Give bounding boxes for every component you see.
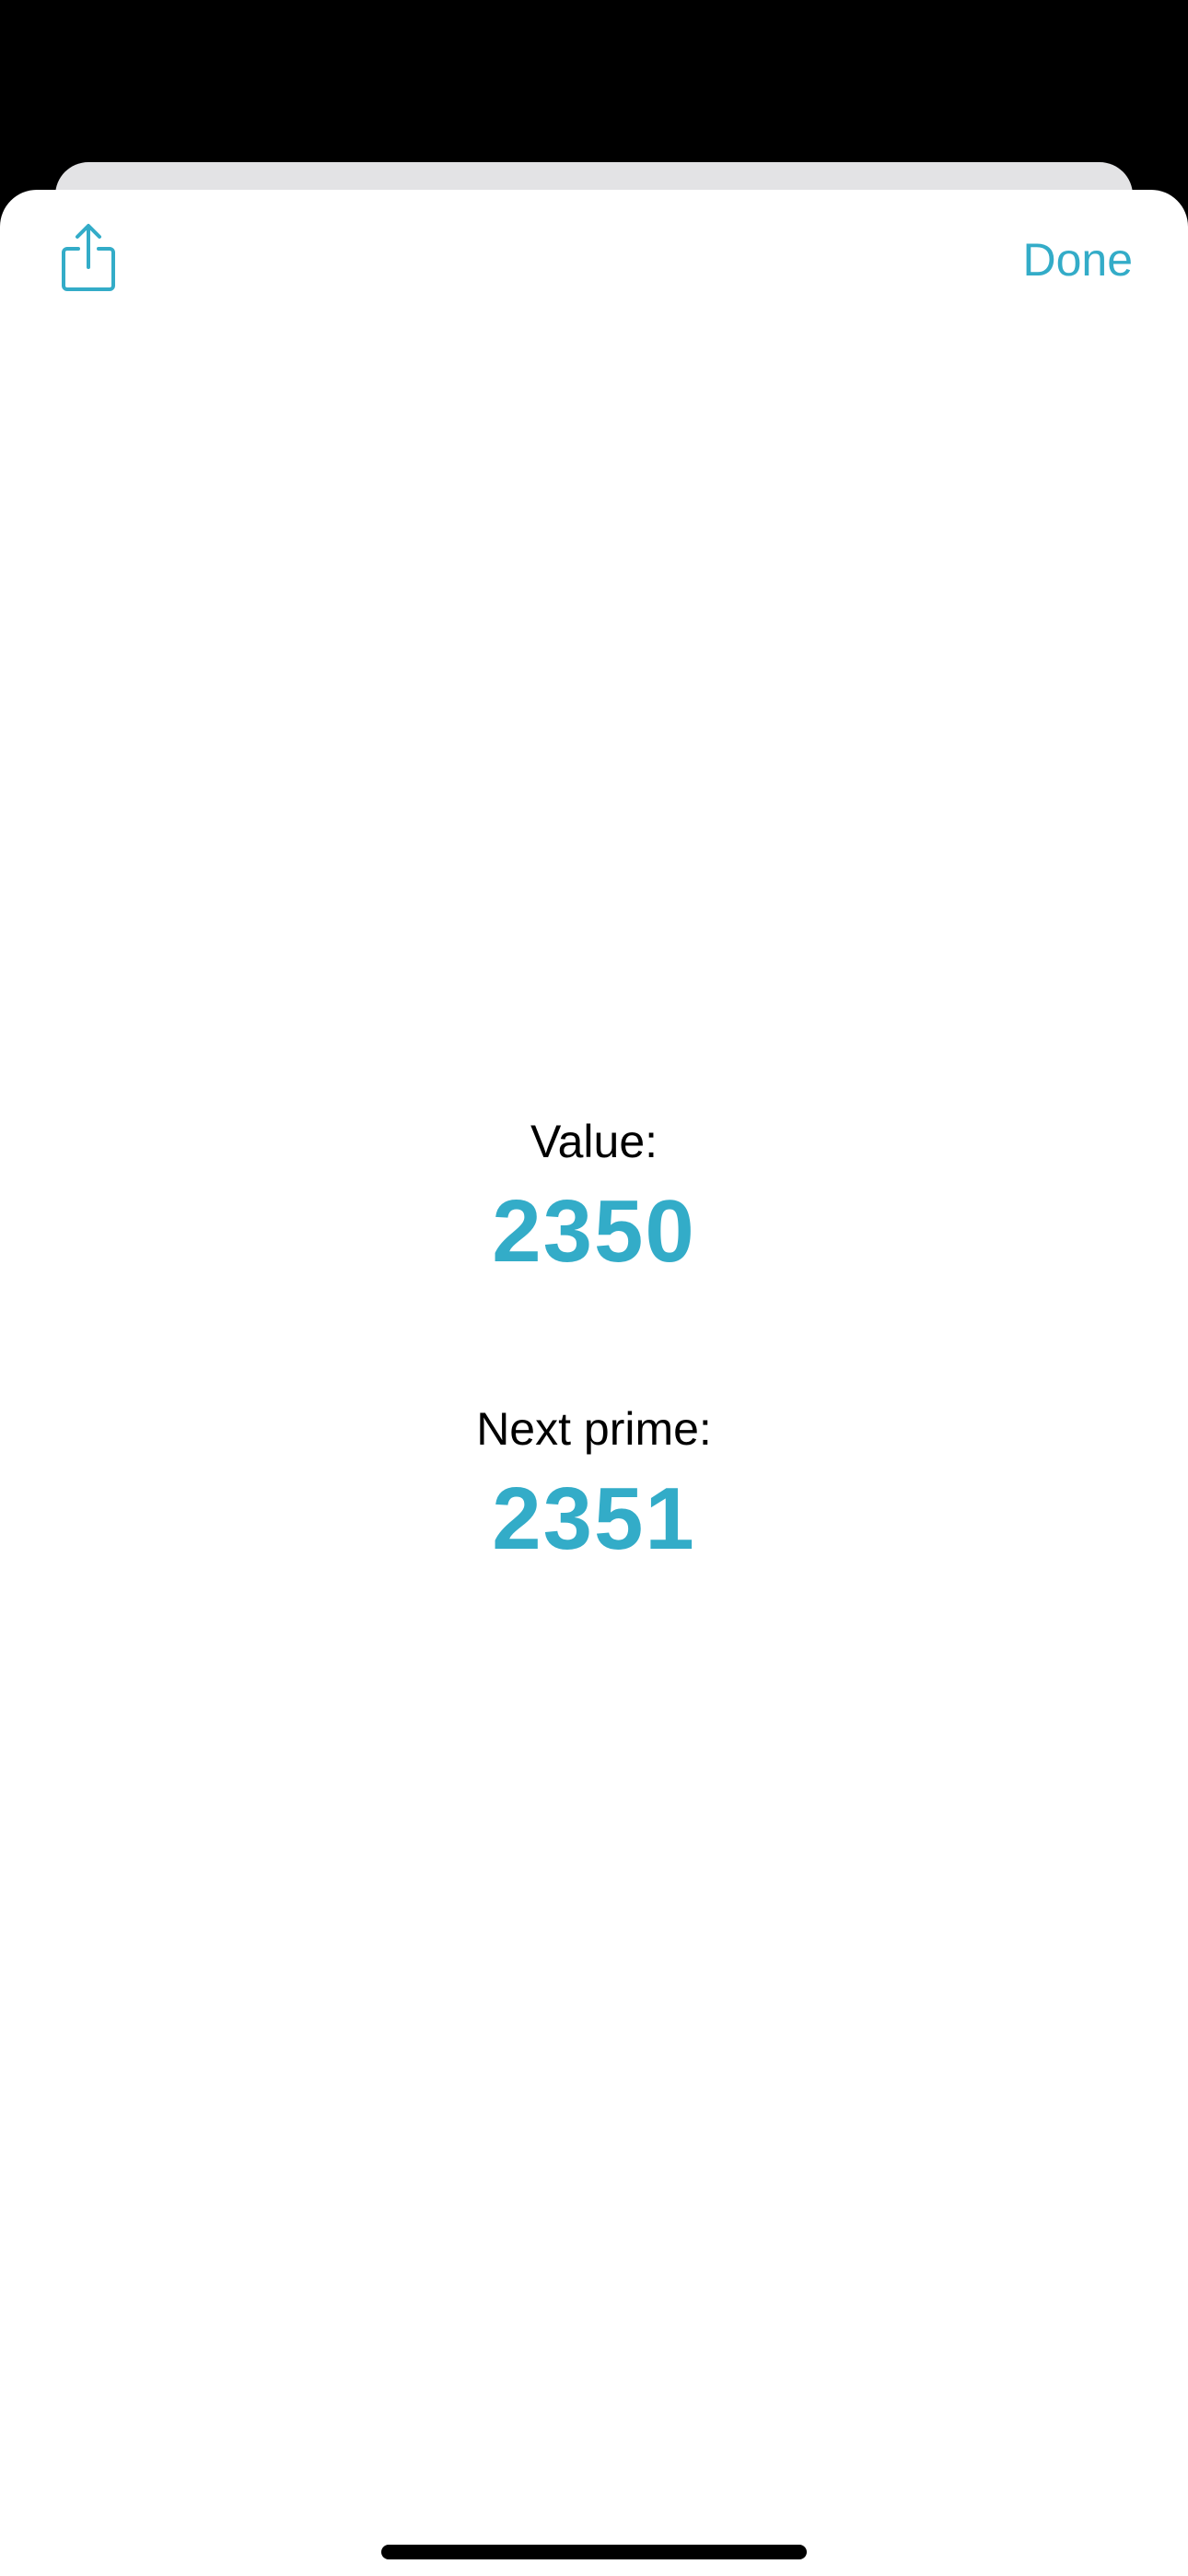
next-prime-number: 2351 [492, 1469, 696, 1568]
content: Value: 2350 Next prime: 2351 [0, 190, 1188, 2576]
value-label: Value: [530, 1116, 658, 1167]
value-number: 2350 [492, 1182, 696, 1281]
share-icon [62, 224, 115, 291]
home-indicator[interactable] [381, 2545, 807, 2559]
share-button[interactable] [50, 212, 127, 304]
modal-sheet: Done Value: 2350 Next prime: 2351 [0, 190, 1188, 2576]
next-prime-label: Next prime: [476, 1403, 712, 1455]
done-button[interactable]: Done [1022, 234, 1133, 286]
nav-bar: Done [0, 190, 1188, 319]
